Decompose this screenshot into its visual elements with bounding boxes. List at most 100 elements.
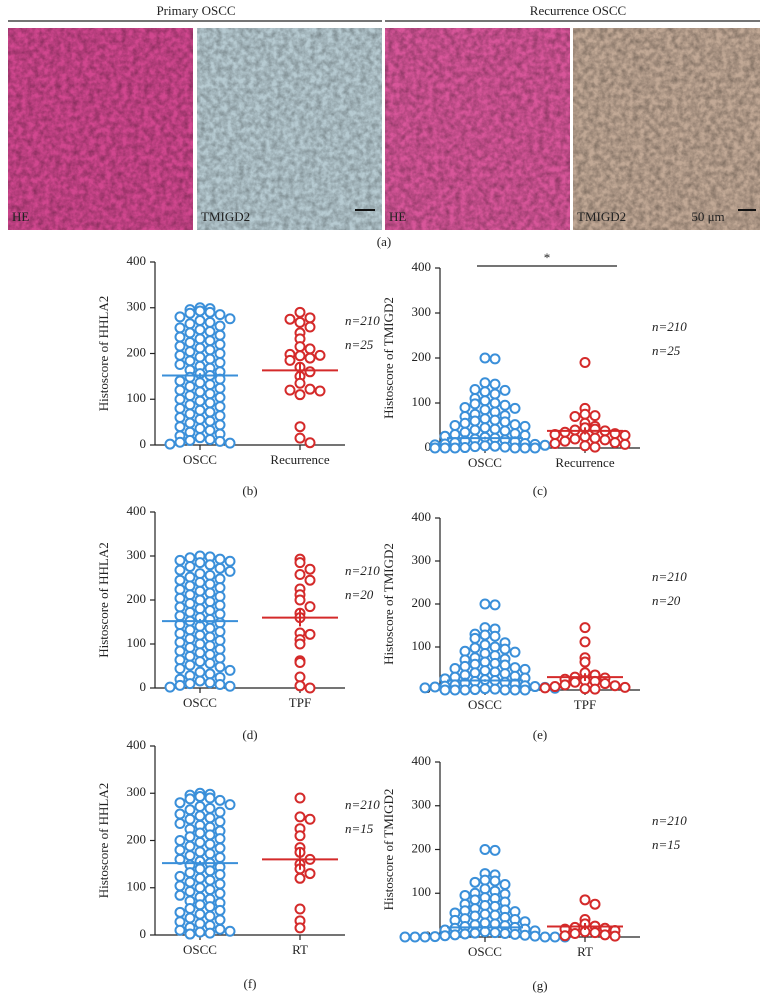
dot (294, 341, 306, 353)
dot (184, 399, 196, 411)
dot (469, 424, 481, 436)
dot (539, 931, 551, 943)
dot (304, 366, 316, 378)
dot (204, 848, 216, 860)
dot (304, 628, 316, 640)
dot (214, 338, 226, 350)
dot (204, 587, 216, 599)
dot (294, 557, 306, 569)
y-tick-label: 200 (127, 591, 147, 606)
dot (204, 424, 216, 436)
dot (399, 931, 411, 943)
dot (184, 793, 196, 805)
x-tick-label: OSCC (183, 452, 217, 467)
dot (194, 423, 206, 435)
dot (499, 879, 511, 890)
dot (579, 408, 591, 420)
dot (294, 316, 306, 328)
dot (184, 318, 196, 330)
dot (214, 852, 226, 864)
dot (174, 906, 186, 918)
dot (204, 353, 216, 365)
dot (479, 900, 491, 911)
dot (499, 384, 511, 396)
dot (479, 377, 491, 389)
chart: 0 100 200 300 400 Histoscore of HHLA2 OSCC Recu… (96, 253, 380, 498)
dot (204, 865, 216, 877)
panel-caption: (e) (533, 727, 547, 742)
dot (184, 876, 196, 888)
dot (194, 846, 206, 858)
dot (479, 665, 491, 677)
dot (194, 342, 206, 354)
dot (224, 925, 236, 937)
dot (204, 792, 216, 804)
x-tick-label: OSCC (468, 697, 502, 712)
dot (509, 442, 521, 454)
dot (449, 929, 461, 941)
dot (619, 438, 631, 450)
dot (184, 928, 196, 940)
dot (174, 870, 186, 882)
dot (449, 684, 461, 696)
dot (194, 386, 206, 398)
dot (459, 889, 471, 901)
dot (459, 442, 471, 454)
panel-caption: (c) (533, 483, 547, 498)
x-tick-label: TPF (289, 695, 311, 710)
dot (479, 908, 491, 920)
dot (214, 914, 226, 926)
dot (489, 414, 501, 426)
dot (599, 678, 611, 690)
legend-label: n=210 (345, 797, 380, 812)
dot (194, 827, 206, 839)
y-tick-label: 100 (127, 390, 147, 405)
dot (194, 324, 206, 336)
dot (194, 568, 206, 580)
dot (174, 889, 186, 901)
dot (409, 931, 421, 943)
dot (304, 352, 316, 364)
dot (184, 813, 196, 825)
dot (204, 335, 216, 347)
dot (214, 661, 226, 673)
dot (214, 878, 226, 890)
dot (499, 399, 511, 411)
legend-label: n=210 (345, 313, 380, 328)
dot (174, 654, 186, 666)
y-axis-label: Histoscore of HHLA2 (96, 296, 111, 412)
dot (294, 432, 306, 444)
dot (469, 684, 481, 696)
dot (204, 622, 216, 634)
y-tick-label: 100 (127, 635, 147, 650)
dot (224, 799, 236, 811)
dot (214, 348, 226, 359)
dot (214, 329, 226, 341)
dot (529, 442, 541, 454)
dot (479, 352, 491, 364)
texture (8, 28, 193, 230)
y-tick-label: 200 (412, 595, 432, 610)
dot (204, 596, 216, 608)
y-axis-label: Histoscore of HHLA2 (96, 783, 111, 899)
dot (469, 398, 481, 410)
dot (224, 565, 236, 577)
dot (489, 683, 501, 695)
scale-label: 50 μm (691, 209, 724, 224)
dot (304, 437, 316, 449)
chart: 0 100 200 300 400 Histoscore of TMIGD2 OSCC Rec… (381, 250, 687, 498)
y-tick-label: 400 (127, 253, 147, 268)
dot (184, 678, 196, 690)
dot (489, 378, 501, 390)
dot (619, 429, 631, 441)
dot (214, 309, 226, 321)
dot (194, 432, 206, 444)
dot (579, 636, 591, 648)
dot (184, 642, 196, 654)
dot (304, 868, 316, 880)
dot (214, 573, 226, 585)
dot (204, 677, 216, 689)
dot (479, 440, 491, 452)
dot (174, 340, 186, 352)
y-tick-label: 400 (412, 509, 432, 524)
